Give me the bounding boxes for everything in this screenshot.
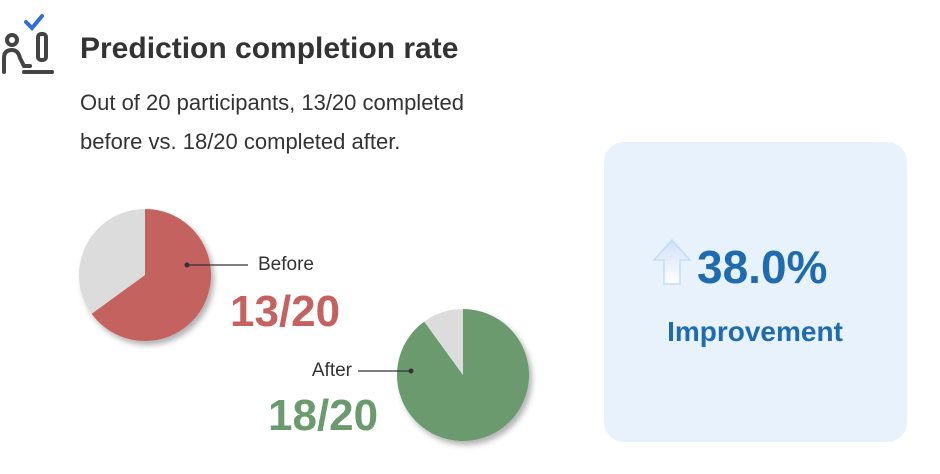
pie-label: Before [258,254,314,275]
title: Prediction completion rate [80,32,458,65]
pie-label: After [312,360,353,381]
improvement-card [604,142,907,442]
pie-value-label: 18/20 [268,391,378,440]
pie-slice [424,309,463,375]
description: Out of 20 participants, 13/20 completed [80,90,464,115]
icon [2,14,54,74]
pie-slice [78,209,145,314]
improvement-label: Improvement [667,316,843,347]
up-arrow [652,238,692,285]
pie-slice [91,209,211,341]
pie [396,309,529,442]
pie-value-label: 13/20 [230,287,340,336]
improvement-value: 38.0% [697,241,827,293]
description: before vs. 18/20 completed after. [80,129,400,154]
pie [78,209,211,341]
